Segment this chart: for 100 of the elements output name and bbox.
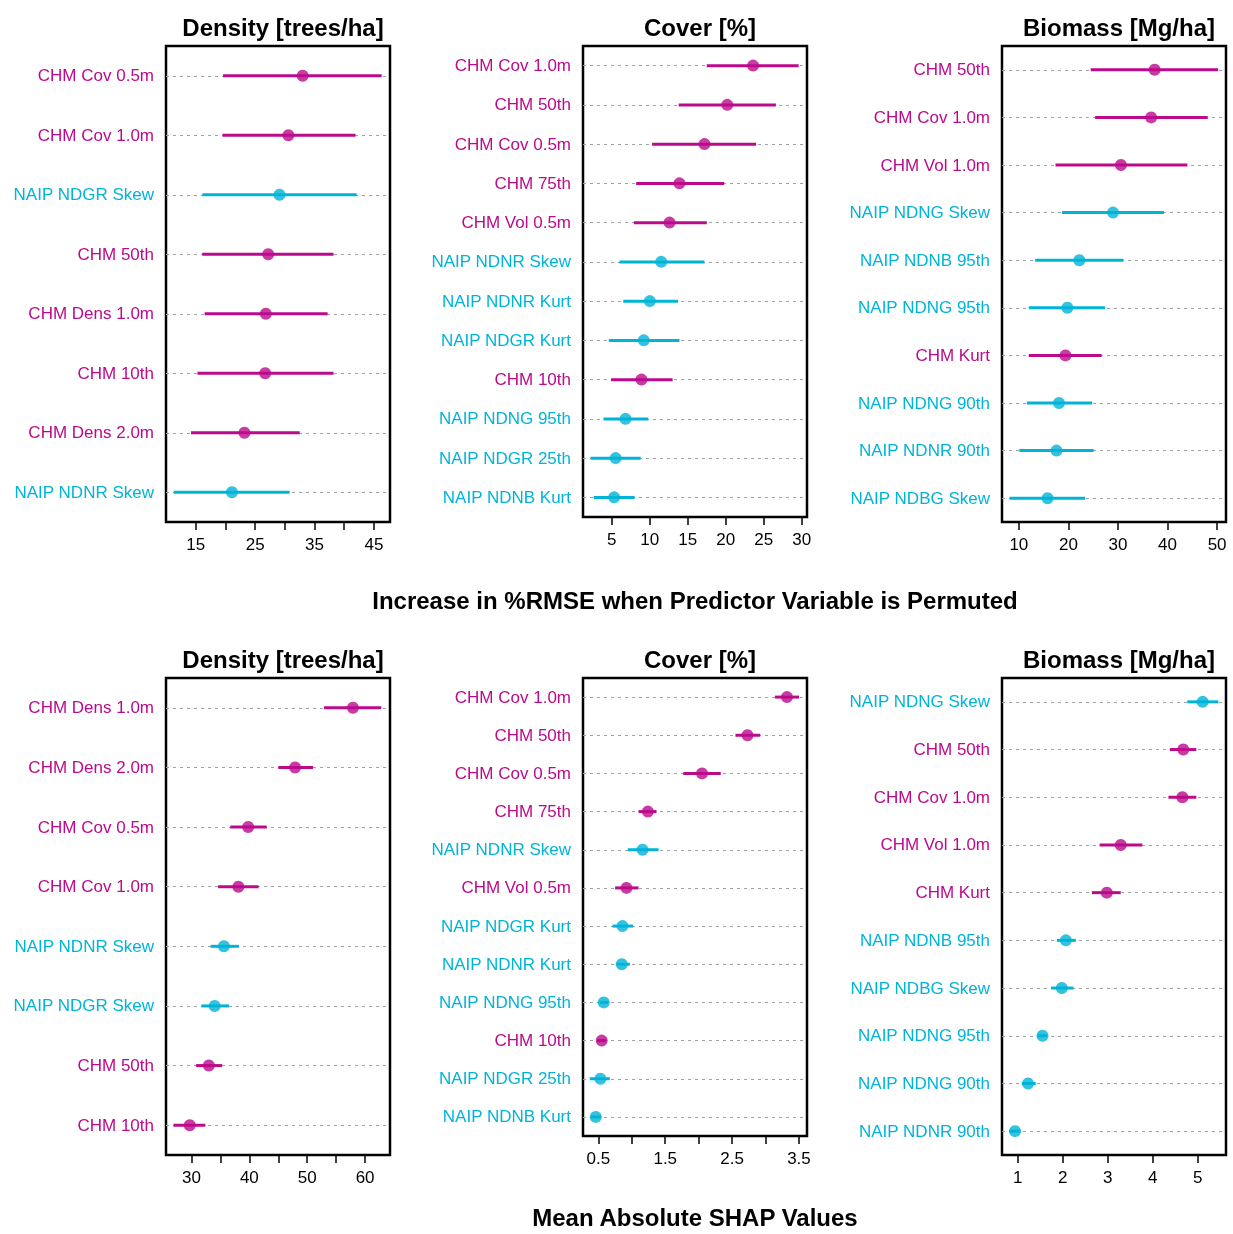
x-tick-label: 15 — [186, 535, 206, 554]
point — [595, 1034, 608, 1047]
point — [1050, 444, 1063, 457]
point — [1100, 886, 1113, 899]
x-tick-label: 1 — [1013, 1168, 1023, 1187]
y-tick-label: CHM Vol 0.5m — [461, 878, 571, 898]
x-tick-label: 40 — [1158, 535, 1177, 554]
y-tick-label: NAIP NDNR Kurt — [441, 291, 572, 311]
y-tick-label: CHM Dens 2.0m — [28, 757, 154, 777]
point — [1196, 695, 1209, 708]
point — [273, 188, 286, 201]
y-tick-label: CHM Cov 1.0m — [454, 687, 571, 707]
x-tick-label: 3 — [1102, 1168, 1113, 1187]
chart-title: Cover [%] — [643, 13, 757, 41]
x-tick-label: 3.5 — [787, 1149, 811, 1168]
x-tick-label: 45 — [364, 535, 384, 554]
point — [1041, 492, 1054, 505]
point — [1061, 301, 1074, 314]
chart-title: Density [trees/ha] — [182, 645, 384, 673]
point — [615, 958, 628, 971]
y-tick-label: NAIP NDGR 25th — [439, 448, 571, 468]
y-tick-label: NAIP NDNR Kurt — [441, 954, 572, 974]
point — [780, 691, 793, 704]
y-tick-label: CHM Cov 1.0m — [873, 787, 990, 807]
point — [609, 452, 622, 465]
point — [1059, 934, 1072, 947]
point — [289, 761, 302, 774]
x-axis-title: Mean Absolute SHAP Values — [532, 1203, 858, 1231]
point — [663, 216, 676, 229]
point — [643, 295, 656, 308]
point — [1036, 1029, 1049, 1042]
point — [259, 367, 272, 380]
x-tick-label: 50 — [297, 1168, 317, 1187]
point — [616, 920, 629, 933]
y-tick-label: CHM Cov 1.0m — [37, 877, 154, 897]
y-tick-label: CHM Vol 0.5m — [461, 213, 571, 233]
y-tick-label: CHM Vol 1.0m — [880, 835, 990, 855]
point — [619, 412, 632, 425]
y-tick-label: CHM 50th — [494, 95, 571, 115]
y-tick-label: CHM 50th — [77, 1056, 154, 1076]
point — [1059, 349, 1072, 362]
y-tick-label: CHM Cov 1.0m — [873, 107, 990, 127]
point — [1114, 159, 1127, 171]
point — [698, 138, 711, 151]
y-tick-label: CHM Dens 1.0m — [28, 698, 154, 718]
y-tick-label: CHM Cov 0.5m — [37, 66, 154, 86]
x-tick-label: 40 — [239, 1168, 259, 1187]
y-tick-label: CHM 10th — [494, 370, 571, 390]
point — [202, 1059, 215, 1072]
point — [636, 843, 649, 856]
point — [259, 307, 272, 320]
y-tick-label: NAIP NDNR 90th — [858, 1121, 990, 1141]
x-axis-title: Increase in %RMSE when Predictor Variable is Permuted — [372, 586, 1018, 614]
point — [217, 940, 230, 953]
y-tick-label: NAIP NDNG 95th — [439, 409, 571, 429]
x-tick-label: 15 — [678, 530, 698, 549]
x-tick-label: 25 — [245, 535, 265, 554]
point — [1107, 206, 1120, 219]
point — [262, 248, 275, 261]
chart-title: Density [trees/ha] — [182, 13, 384, 41]
y-tick-label: NAIP NDNG 95th — [439, 992, 571, 1012]
x-tick-label: 30 — [1108, 535, 1128, 554]
point — [346, 701, 359, 714]
x-tick-label: 30 — [182, 1168, 201, 1187]
y-tick-label: CHM 50th — [77, 244, 154, 264]
point — [238, 426, 251, 439]
y-tick-label: CHM 10th — [77, 1115, 154, 1135]
y-tick-label: NAIP NDBG Skew — [850, 978, 991, 998]
point — [655, 255, 668, 268]
y-tick-label: CHM 50th — [913, 740, 990, 760]
point — [747, 59, 760, 72]
point — [1073, 254, 1086, 267]
x-tick-label: 5 — [607, 530, 617, 549]
x-tick-label: 5 — [1192, 1168, 1203, 1187]
x-tick-label: 30 — [792, 530, 812, 549]
point — [232, 880, 245, 893]
y-tick-label: NAIP NDBG Skew — [850, 488, 991, 508]
y-tick-label: CHM Cov 0.5m — [454, 134, 571, 154]
x-tick-label: 2.5 — [720, 1149, 744, 1168]
point — [1176, 791, 1189, 804]
x-tick-label: 20 — [1058, 535, 1078, 554]
x-tick-label: 10 — [640, 530, 660, 549]
y-tick-label: CHM Kurt — [915, 345, 991, 365]
y-tick-label: NAIP NDNR Skew — [14, 482, 155, 502]
point — [594, 1072, 607, 1085]
point — [597, 996, 610, 1009]
y-tick-label: CHM Dens 2.0m — [28, 423, 154, 443]
y-tick-label: NAIP NDGR Kurt — [440, 330, 572, 350]
x-tick-label: 35 — [305, 535, 324, 554]
y-tick-label: CHM Cov 0.5m — [37, 817, 154, 837]
chart-title: Biomass [Mg/ha] — [1022, 645, 1216, 673]
point — [589, 1110, 602, 1123]
y-tick-label: NAIP NDNG Skew — [849, 692, 991, 712]
x-tick-label: 4 — [1147, 1168, 1158, 1187]
x-tick-label: 0.5 — [586, 1149, 611, 1168]
point — [1022, 1077, 1035, 1090]
point — [608, 491, 621, 504]
y-tick-label: CHM 50th — [913, 60, 990, 80]
y-tick-label: CHM Cov 1.0m — [454, 56, 571, 76]
y-tick-label: CHM Dens 1.0m — [28, 304, 154, 324]
